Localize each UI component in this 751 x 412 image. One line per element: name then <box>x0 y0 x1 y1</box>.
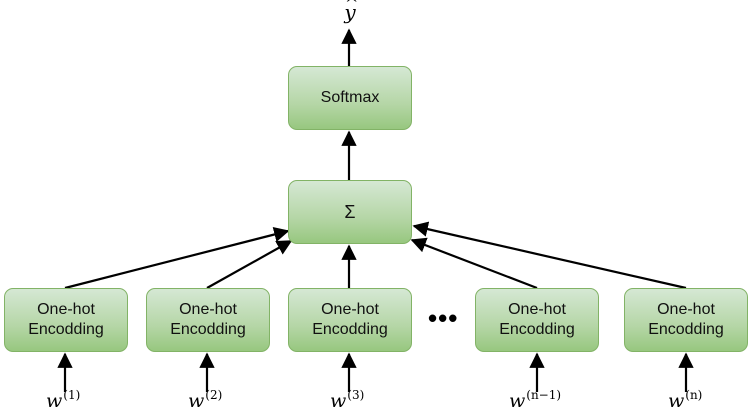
input-base: w <box>668 390 685 412</box>
arrow-encoder-2-to-sum <box>206 240 293 289</box>
softmax-node: Softmax <box>288 66 412 130</box>
encoder-label: One-hot Encodding <box>648 301 724 338</box>
input-superscript: (n−1) <box>526 388 562 402</box>
ellipsis: ••• <box>428 303 459 333</box>
softmax-label: Softmax <box>320 89 380 106</box>
input-superscript: (n) <box>685 388 703 402</box>
output-var: y <box>344 0 356 24</box>
input-w-1: w(1) <box>46 388 80 412</box>
input-base: w <box>509 390 526 412</box>
encoder-label: One-hot Encodding <box>499 301 575 338</box>
one-hot-encoder-5: One-hot Encodding <box>624 288 748 352</box>
encoder-label: One-hot Encodding <box>312 301 388 338</box>
input-superscript: (2) <box>205 388 223 402</box>
encoder-label: One-hot Encodding <box>170 301 246 338</box>
input-w-3: w(3) <box>330 388 364 412</box>
arrow-encoder-5-to-sum <box>412 221 687 290</box>
input-base: w <box>46 390 63 412</box>
output-hat: ^ <box>345 0 359 13</box>
one-hot-encoder-2: One-hot Encodding <box>146 288 270 352</box>
input-w-2: w(2) <box>188 388 222 412</box>
one-hot-encoder-1: One-hot Encodding <box>4 288 128 352</box>
input-base: w <box>330 390 347 412</box>
output-y-hat: ^ y <box>340 0 360 24</box>
arrow-encoder-1-to-sum <box>64 226 290 290</box>
input-superscript: (3) <box>347 388 365 402</box>
input-base: w <box>188 390 205 412</box>
input-w-n-minus-1: w(n−1) <box>509 388 561 412</box>
input-w-n: w(n) <box>668 388 702 412</box>
sum-label: Σ <box>344 202 356 222</box>
one-hot-encoder-3: One-hot Encodding <box>288 288 412 352</box>
arrow-encoder-4-to-sum <box>410 237 538 290</box>
input-superscript: (1) <box>63 388 81 402</box>
one-hot-encoder-4: One-hot Encodding <box>475 288 599 352</box>
sum-node: Σ <box>288 180 412 244</box>
encoder-label: One-hot Encodding <box>28 301 104 338</box>
